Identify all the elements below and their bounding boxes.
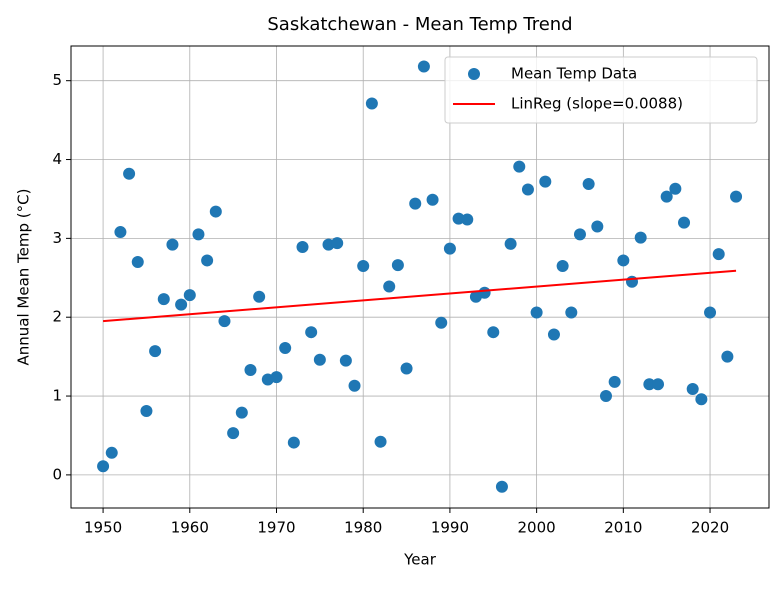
data-point [660, 190, 673, 203]
y-axis-label: Annual Mean Temp (°C) [15, 189, 33, 366]
data-point [209, 205, 222, 218]
data-point [712, 248, 725, 261]
data-point [218, 315, 231, 328]
data-point [244, 364, 257, 377]
data-point [582, 177, 595, 190]
data-point [652, 378, 665, 391]
data-point [201, 254, 214, 267]
data-point [634, 231, 647, 244]
data-point [417, 60, 430, 73]
y-tick-label: 2 [52, 308, 62, 326]
data-point [374, 435, 387, 448]
data-point [123, 167, 136, 180]
y-tick-label: 3 [52, 229, 62, 247]
data-point [547, 328, 560, 341]
data-point [253, 290, 266, 303]
data-point [140, 405, 153, 418]
data-point [192, 228, 205, 241]
x-axis-label: Year [403, 551, 437, 569]
data-point [521, 183, 534, 196]
x-tick-label: 1990 [431, 519, 469, 537]
data-point [313, 353, 326, 366]
data-point [617, 254, 630, 267]
data-point [365, 97, 378, 110]
legend-label: Mean Temp Data [511, 65, 637, 83]
x-tick-label: 2000 [518, 519, 556, 537]
data-point [131, 256, 144, 269]
data-point [513, 160, 526, 173]
data-point [391, 259, 404, 272]
data-point [443, 242, 456, 255]
data-point [183, 289, 196, 302]
data-point [270, 371, 283, 384]
data-point [227, 427, 240, 440]
data-point [461, 213, 474, 226]
data-point [478, 286, 491, 299]
data-point [97, 460, 110, 473]
legend-box [444, 56, 758, 124]
data-point [573, 228, 586, 241]
data-point [305, 326, 318, 339]
data-point [495, 480, 508, 493]
data-point [400, 362, 413, 375]
x-tick-label: 2010 [604, 519, 642, 537]
data-point [530, 306, 543, 319]
x-tick-label: 1970 [257, 519, 295, 537]
data-point [357, 259, 370, 272]
legend-marker [468, 68, 480, 80]
data-point [435, 316, 448, 329]
x-tick-label: 1960 [171, 519, 209, 537]
data-point [678, 216, 691, 229]
y-tick-label: 1 [52, 387, 62, 405]
data-point [487, 326, 500, 339]
data-point [426, 193, 439, 206]
data-point [331, 237, 344, 250]
data-point [235, 406, 248, 419]
data-point [114, 226, 127, 239]
data-point [539, 175, 552, 188]
data-point [721, 350, 734, 363]
data-point [339, 354, 352, 367]
data-point [695, 393, 708, 406]
data-point [157, 293, 170, 306]
legend-label: LinReg (slope=0.0088) [511, 95, 683, 113]
data-point [348, 379, 361, 392]
data-point [565, 306, 578, 319]
data-point [599, 390, 612, 403]
x-tick-label: 2020 [691, 519, 729, 537]
data-point [166, 238, 179, 251]
data-point [149, 345, 162, 358]
plot-frame [70, 45, 770, 509]
y-tick-label: 0 [52, 465, 62, 483]
data-point [591, 220, 604, 233]
data-point [409, 197, 422, 210]
trend-line [103, 269, 737, 323]
data-point [296, 241, 309, 254]
data-point [452, 212, 465, 225]
y-tick-label: 5 [52, 71, 62, 89]
x-tick-label: 1950 [84, 519, 122, 537]
data-point [279, 341, 292, 354]
data-point [626, 275, 639, 288]
data-point [105, 446, 118, 459]
data-point [383, 280, 396, 293]
data-point [686, 382, 699, 395]
data-point [556, 259, 569, 272]
chart-title: Saskatchewan - Mean Temp Trend [267, 14, 572, 35]
data-point [504, 237, 517, 250]
data-point [287, 436, 300, 449]
data-point [730, 190, 743, 203]
data-point [643, 378, 656, 391]
x-tick-label: 1980 [344, 519, 382, 537]
data-point [608, 375, 621, 388]
y-tick-label: 4 [52, 150, 62, 168]
data-point [704, 306, 717, 319]
data-point [669, 182, 682, 195]
data-point [175, 298, 188, 311]
